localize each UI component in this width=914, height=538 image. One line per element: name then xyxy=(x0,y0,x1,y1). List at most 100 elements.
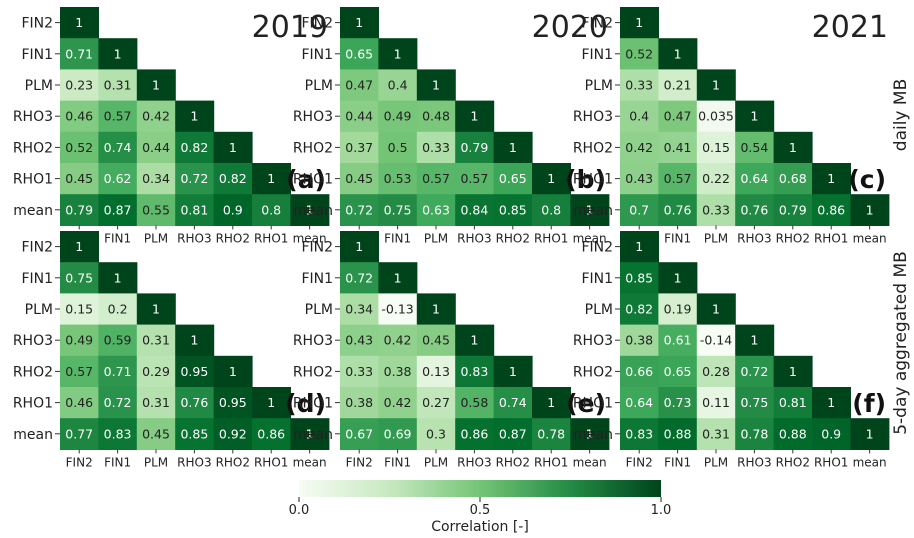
cell-value-label: 0.48 xyxy=(422,109,450,124)
panel-letter-label: (b) xyxy=(565,165,606,194)
row-label: mean xyxy=(13,203,53,219)
heatmap-cell xyxy=(60,355,99,388)
cell-value-label: 0.95 xyxy=(180,364,208,379)
cell-value-label: 1 xyxy=(394,270,402,285)
column-label: PLM xyxy=(424,231,448,245)
cell-value-label: 0.33 xyxy=(625,78,653,93)
heatmap-cell xyxy=(493,418,533,450)
cell-value-label: 1 xyxy=(229,140,237,155)
cell-value-label: 1 xyxy=(866,426,874,441)
heatmap-cell xyxy=(658,262,698,294)
column-label: RHO1 xyxy=(534,231,568,245)
heatmap-cell xyxy=(340,163,379,195)
heatmap-cell xyxy=(60,231,99,263)
cell-value-label: 0.65 xyxy=(664,364,692,379)
cell-value-label: 0.65 xyxy=(499,171,527,186)
cell-value-label: 1 xyxy=(509,140,517,155)
heatmap-cell xyxy=(136,387,176,419)
row-label: RHO3 xyxy=(573,333,613,349)
column-label: mean xyxy=(293,455,327,469)
cell-value-label: 0.92 xyxy=(219,426,247,441)
heatmap-cell xyxy=(98,100,138,133)
cell-value-label: 0.46 xyxy=(65,109,93,124)
cell-value-label: 0.82 xyxy=(219,171,247,186)
row-label: RHO2 xyxy=(13,364,53,380)
heatmap-cell xyxy=(60,418,99,450)
cell-value-label: 0.81 xyxy=(180,202,208,217)
row-label: PLM xyxy=(305,78,333,94)
cell-value-label: 1 xyxy=(750,109,758,124)
cell-value-label: 0.82 xyxy=(180,140,208,155)
heatmap-cell xyxy=(252,387,291,419)
cell-value-label: 0.59 xyxy=(104,333,132,348)
cell-value-label: 0.86 xyxy=(257,426,285,441)
cell-value-label: 0.64 xyxy=(625,395,653,410)
heatmap-cell xyxy=(252,163,291,195)
cell-value-label: 0.85 xyxy=(180,426,208,441)
cell-value-label: 1 xyxy=(635,239,643,254)
heatmap-cell xyxy=(812,418,851,450)
heatmap-cell xyxy=(98,355,138,388)
column-label: mean xyxy=(293,231,327,245)
row-title-5day: 5-day aggregated MB xyxy=(891,251,911,435)
heatmap-cell xyxy=(378,38,418,70)
column-label: PLM xyxy=(704,231,728,245)
cell-value-label: 0.38 xyxy=(384,364,412,379)
cell-value-label: 0.49 xyxy=(65,333,93,348)
heatmap-panel: 1 0.65 1 0.47 0.4 1 0.44 0.49 0.48 1 0.37 0.5 0.33 0.… xyxy=(293,7,610,245)
heatmap-cell xyxy=(136,293,176,326)
heatmap-cell xyxy=(416,194,456,226)
heatmap-cell xyxy=(378,69,418,102)
cell-value-label: 0.81 xyxy=(779,395,807,410)
row-label: mean xyxy=(293,427,333,443)
cell-value-label: 0.73 xyxy=(664,395,692,410)
cell-value-label: 0.19 xyxy=(664,302,692,317)
row-label: RHO3 xyxy=(293,333,333,349)
colorbar-tick-label: 0.5 xyxy=(470,503,491,518)
cell-value-label: 0.74 xyxy=(499,395,527,410)
cell-value-label: 1 xyxy=(789,140,797,155)
heatmap-cell xyxy=(252,194,291,226)
column-label: RHO1 xyxy=(254,455,288,469)
heatmap-cell xyxy=(98,163,138,195)
cell-value-label: 0.79 xyxy=(779,202,807,217)
cell-value-label: 0.8 xyxy=(541,202,561,217)
heatmap-cell xyxy=(850,418,890,450)
heatmap-cell xyxy=(378,100,418,133)
column-label: RHO3 xyxy=(457,455,491,469)
heatmap-cell xyxy=(773,355,813,388)
cell-value-label: 1 xyxy=(306,202,314,217)
cell-value-label: 0.13 xyxy=(422,364,450,379)
heatmap-cell xyxy=(696,69,736,102)
panel-year-title: 2021 xyxy=(812,10,888,45)
heatmap-cell xyxy=(532,387,571,419)
column-label: PLM xyxy=(704,455,728,469)
colorbar-tick-label: 1.0 xyxy=(651,503,672,518)
heatmap-cell xyxy=(493,355,533,388)
heatmap-cell xyxy=(773,131,813,164)
heatmap-cell xyxy=(213,387,253,419)
heatmap-cell xyxy=(378,355,418,388)
heatmap-cell xyxy=(98,262,138,294)
cell-value-label: 0.82 xyxy=(625,302,653,317)
column-label: RHO2 xyxy=(496,231,530,245)
heatmap-cell xyxy=(696,293,736,326)
heatmap-cell xyxy=(340,131,379,164)
heatmap-cell xyxy=(735,131,775,164)
heatmap-cell xyxy=(455,355,495,388)
cell-value-label: 0.79 xyxy=(460,140,488,155)
row-label: PLM xyxy=(305,302,333,318)
panel-letter-label: (f) xyxy=(852,389,886,418)
heatmap-cell xyxy=(136,163,176,195)
heatmap-cell xyxy=(735,100,775,133)
heatmap-cell xyxy=(60,38,99,70)
row-label: RHO3 xyxy=(13,109,53,125)
heatmap-cell xyxy=(658,69,698,102)
heatmap-cell xyxy=(136,100,176,133)
cell-value-label: 0.47 xyxy=(345,78,373,93)
heatmap-cell xyxy=(850,194,890,226)
cell-value-label: 0.75 xyxy=(65,270,93,285)
cell-value-label: -0.13 xyxy=(381,302,413,317)
colorbar-gradient xyxy=(299,480,661,497)
heatmap-panel: 1 0.52 1 0.33 0.21 1 0.4 0.47 0.035 1 0.42 0.41 0.15… xyxy=(573,7,890,245)
